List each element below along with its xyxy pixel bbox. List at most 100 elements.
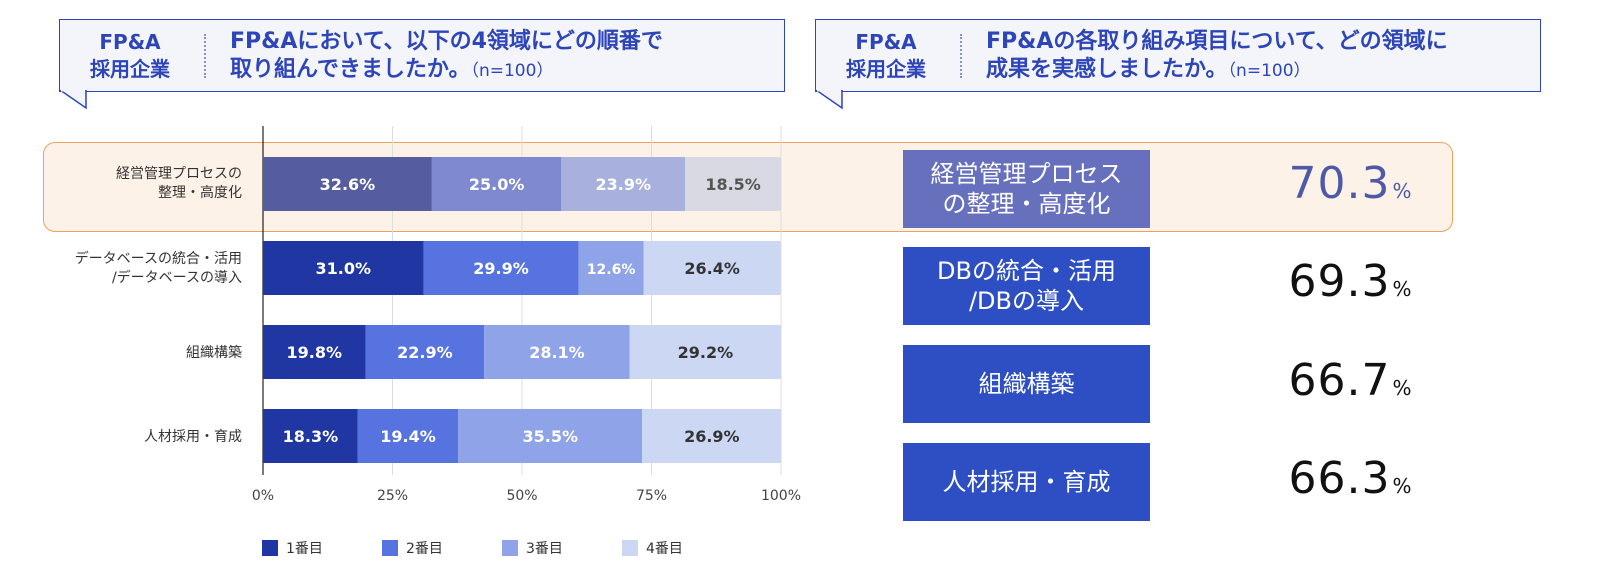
result-unit: % (1392, 277, 1412, 301)
legend-label: 4番目 (646, 541, 683, 557)
result-value: 66.3 (1288, 453, 1391, 504)
result-area-label: 組織構築 (979, 369, 1075, 399)
bar-segment (578, 241, 644, 295)
result-area-label-line2: の整理・高度化 (942, 190, 1111, 218)
legend-swatch (622, 540, 638, 556)
question-line2-wrap: 成果を実感しましたか。（n=100） (986, 56, 1530, 85)
tag-line1: FP&A (855, 29, 917, 54)
legend-item: 2番目 (382, 538, 462, 558)
bar-segment (357, 409, 459, 463)
result-percentage: 69.3% (1220, 256, 1480, 307)
bar-data-label: 26.4% (684, 259, 740, 278)
legend-swatch (502, 540, 518, 556)
bar-data-label: 26.9% (684, 427, 740, 446)
bar-segment (263, 157, 432, 211)
category-label-line: 組織構築 (186, 345, 242, 361)
result-area-box: 組織構築 (903, 345, 1150, 423)
category-label-line: データベースの統合・活用 (74, 251, 242, 267)
bar-segment (263, 241, 424, 295)
result-value: 69.3 (1288, 256, 1391, 307)
bar-segment (458, 409, 643, 463)
callout-separator (960, 34, 962, 78)
question-line2: 成果を実感しましたか。 (986, 57, 1228, 82)
legend-swatch (382, 540, 398, 556)
bar-segment (561, 157, 686, 211)
bar-data-label: 31.0% (316, 259, 372, 278)
result-unit: % (1392, 179, 1412, 203)
result-percentage: 66.3% (1220, 453, 1480, 504)
x-tick-label: 0% (252, 488, 274, 504)
category-label-line: /データベースの導入 (111, 270, 242, 286)
category-label-line: 整理・高度化 (158, 185, 242, 201)
category-label-line: 経営管理プロセスの (116, 166, 242, 182)
result-value: 66.7 (1288, 355, 1391, 406)
callout-tail (816, 90, 843, 110)
bar-segment (431, 157, 562, 211)
bar-segment (365, 325, 485, 379)
result-area-label: 経営管理プロセス の整理・高度化 (931, 159, 1123, 219)
x-tick-label: 75% (636, 488, 667, 504)
tag-line2: 採用企業 (846, 56, 926, 81)
result-area-label: 人材採用・育成 (943, 467, 1111, 497)
tag-line1: FP&A (99, 29, 161, 54)
result-unit: % (1392, 376, 1412, 400)
legend-item: 4番目 (622, 538, 702, 558)
legend-label: 3番目 (526, 541, 563, 557)
question-line1: FP&Aにおいて、以下の4領域にどの順番で (230, 29, 663, 54)
tag-line2: 採用企業 (90, 56, 170, 81)
question-line2-wrap: 取り組んできましたか。（n=100） (230, 56, 774, 85)
legend-label: 2番目 (406, 541, 443, 557)
result-area-label-line1: DBの統合・活用 (937, 257, 1116, 285)
question-line1: FP&Aの各取り組み項目について、どの領域に (986, 29, 1448, 54)
bar-data-label: 18.3% (283, 427, 339, 446)
bar-data-label: 19.8% (287, 343, 343, 362)
bar-segment (643, 241, 781, 295)
callout-separator (204, 34, 206, 78)
x-tick-label: 100% (761, 488, 801, 504)
bar-segment (484, 325, 630, 379)
category-label: 組織構築 (186, 344, 242, 363)
x-tick-label: 50% (506, 488, 537, 504)
callout-tag: FP&A 採用企業 (60, 20, 200, 91)
callout-tail (60, 90, 87, 110)
callout-tag: FP&A 採用企業 (816, 20, 956, 91)
bar-segment (423, 241, 579, 295)
sample-size: （n=100） (470, 61, 554, 81)
bar-data-label: 18.5% (705, 175, 761, 194)
bar-data-label: 12.6% (587, 262, 636, 278)
category-label: 経営管理プロセスの 整理・高度化 (116, 165, 242, 203)
question-line2: 取り組んできましたか。 (230, 57, 471, 82)
legend-item: 3番目 (502, 538, 582, 558)
bar-data-label: 29.2% (678, 343, 734, 362)
x-tick-label: 25% (377, 488, 408, 504)
result-value: 70.3 (1288, 158, 1391, 209)
bar-data-label: 23.9% (596, 175, 652, 194)
category-label: 人材採用・育成 (144, 428, 242, 447)
bar-segment (629, 325, 781, 379)
legend-label: 1番目 (286, 541, 323, 557)
result-area-label-line1: 組織構築 (978, 370, 1075, 398)
bar-segment (263, 409, 358, 463)
bar-data-label: 35.5% (522, 427, 578, 446)
result-area-box: 人材採用・育成 (903, 443, 1150, 521)
result-area-label: DBの統合・活用 /DBの導入 (937, 256, 1116, 316)
bar-data-label: 32.6% (320, 175, 376, 194)
bar-segment (685, 157, 781, 211)
question-text: FP&Aの各取り組み項目について、どの領域に 成果を実感しましたか。（n=100… (986, 28, 1530, 85)
bar-data-label: 25.0% (469, 175, 525, 194)
result-area-box: DBの統合・活用 /DBの導入 (903, 247, 1150, 325)
result-unit: % (1392, 474, 1412, 498)
bar-data-label: 28.1% (529, 343, 585, 362)
category-label: データベースの統合・活用 /データベースの導入 (75, 250, 242, 288)
legend-item: 1番目 (262, 538, 342, 558)
chart-legend: 1番目 2番目 3番目 4番目 (262, 538, 702, 558)
question-callout-right: FP&A 採用企業 FP&Aの各取り組み項目について、どの領域に 成果を実感しま… (815, 19, 1541, 110)
legend-swatch (262, 540, 278, 556)
question-text: FP&Aにおいて、以下の4領域にどの順番で 取り組んできましたか。（n=100） (230, 28, 774, 85)
result-percentage: 70.3% (1220, 158, 1480, 209)
result-area-label-line1: 人材採用・育成 (942, 468, 1111, 496)
bar-segment (263, 325, 366, 379)
result-percentage: 66.7% (1220, 355, 1480, 406)
sample-size: （n=100） (1227, 61, 1311, 81)
